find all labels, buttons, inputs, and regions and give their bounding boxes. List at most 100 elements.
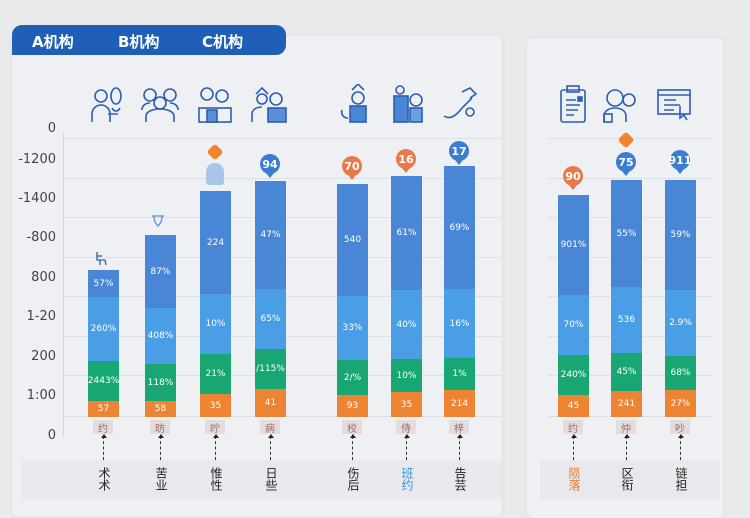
bar-segment-orange: 58 bbox=[145, 401, 176, 417]
bar-segment-mid: 10% bbox=[200, 294, 231, 354]
bar-segment-top: 540 bbox=[337, 184, 368, 296]
y-axis-line bbox=[63, 132, 64, 437]
marker-value: 911 bbox=[668, 153, 692, 167]
bar-segment-top: 901% bbox=[558, 195, 589, 295]
tab-org-c[interactable]: C机构 bbox=[202, 33, 244, 51]
x-label-strip-main bbox=[22, 460, 502, 500]
x-category-label: 术术 bbox=[97, 467, 111, 491]
marker-value: 17 bbox=[451, 144, 467, 158]
bar-segment-mid: 408% bbox=[145, 308, 176, 364]
org-tab-bar: A机构 B机构 C机构 bbox=[12, 25, 286, 55]
stacked-bar[interactable]: 57% 260% 2443% 57 bbox=[88, 270, 119, 417]
gridline bbox=[64, 178, 502, 179]
arrow-up-icon bbox=[101, 434, 107, 460]
arrow-up-icon bbox=[213, 434, 219, 460]
value-marker-pin: 911 bbox=[668, 150, 692, 174]
bar-segment-green: 2443% bbox=[88, 361, 119, 401]
bar-segment-mid: 2.9% bbox=[665, 290, 696, 356]
x-tick-chip: 咛 bbox=[205, 420, 225, 435]
arrow-up-icon bbox=[158, 434, 164, 460]
stacked-bar[interactable]: 69% 16% 1% 214 bbox=[444, 166, 475, 417]
y-tick-label: 0 bbox=[47, 121, 56, 136]
stacked-bar[interactable]: 47% 65%/115% 41 bbox=[255, 181, 286, 417]
shield-icon bbox=[151, 213, 165, 229]
x-category-label: 告芸 bbox=[453, 467, 467, 491]
bar-segment-mid: 16% bbox=[444, 289, 475, 358]
x-category-label: 苦业 bbox=[154, 467, 168, 491]
bar-segment-orange: 35 bbox=[391, 392, 422, 417]
y-tick-label: 1-20 bbox=[26, 309, 56, 324]
bar-segment-green: 45% bbox=[611, 353, 642, 391]
arrow-up-icon bbox=[350, 434, 356, 460]
bar-segment-mid: 536 bbox=[611, 287, 642, 353]
x-tick-chip: 病 bbox=[260, 420, 280, 435]
y-tick-label: 200 bbox=[31, 349, 56, 364]
x-category-label: 伤后 bbox=[346, 467, 360, 491]
x-tick-chip: 校 bbox=[342, 420, 362, 435]
marker-value: 70 bbox=[344, 159, 360, 173]
bar-segment-green: 68% bbox=[665, 356, 696, 390]
person-at-computer-icon bbox=[250, 84, 290, 124]
value-marker-pin: 94 bbox=[260, 154, 280, 178]
x-category-label: 区衔 bbox=[620, 467, 634, 491]
x-tick-chip: 约 bbox=[563, 420, 583, 435]
bar-segment-top: 87% bbox=[145, 235, 176, 308]
stacked-bar[interactable]: 224 10% 21% 35 bbox=[200, 191, 231, 417]
bar-segment-orange: 241 bbox=[611, 391, 642, 417]
doctor-patient-icon bbox=[600, 84, 640, 124]
x-tick-chip: 侍 bbox=[396, 420, 416, 435]
bar-segment-top: 224 bbox=[200, 191, 231, 294]
x-tick-chip: 吵 bbox=[670, 420, 690, 435]
value-marker-pin: 90 bbox=[563, 166, 583, 190]
x-category-label: 惟性 bbox=[209, 467, 223, 491]
tab-org-a[interactable]: A机构 bbox=[32, 33, 74, 51]
y-tick-label: 800 bbox=[31, 270, 56, 285]
x-category-label: 链担 bbox=[674, 467, 688, 491]
bar-segment-orange: 41 bbox=[255, 389, 286, 417]
marker-value: 75 bbox=[618, 155, 634, 169]
stacked-bar[interactable]: 61% 40% 10% 35 bbox=[391, 176, 422, 417]
clipboard-document-icon bbox=[553, 84, 593, 124]
bar-segment-top: 61% bbox=[391, 176, 422, 290]
bar-segment-orange: 45 bbox=[558, 395, 589, 417]
x-label-strip-c bbox=[540, 460, 720, 500]
bar-segment-top: 55% bbox=[611, 180, 642, 287]
arrow-up-icon bbox=[571, 434, 577, 460]
bar-segment-top: 57% bbox=[88, 270, 119, 297]
monitor-touch-icon bbox=[654, 84, 694, 124]
stacked-bar[interactable]: 87% 408% 118% 58 bbox=[145, 235, 176, 417]
bar-segment-green: /115% bbox=[255, 349, 286, 389]
bar-segment-green: 1% bbox=[444, 358, 475, 390]
x-tick-chip: 梓 bbox=[449, 420, 469, 435]
stacked-bar[interactable]: 59% 2.9% 68% 27% bbox=[665, 180, 696, 417]
bar-segment-mid: 70% bbox=[558, 295, 589, 355]
bar-segment-top: 69% bbox=[444, 166, 475, 289]
stacked-bar[interactable]: 540 33% 2/% 93 bbox=[337, 184, 368, 417]
group-of-people-icon bbox=[140, 84, 180, 124]
handshake-icon bbox=[440, 84, 480, 124]
bar-segment-green: 118% bbox=[145, 364, 176, 401]
bar-segment-top: 47% bbox=[255, 181, 286, 289]
stacked-bar[interactable]: 55% 536 45% 241 bbox=[611, 180, 642, 417]
y-tick-label: -1400 bbox=[18, 191, 56, 206]
marker-value: 94 bbox=[262, 157, 278, 171]
gridline bbox=[548, 178, 713, 179]
bar-segment-orange: 214 bbox=[444, 390, 475, 417]
person-head-marker-icon bbox=[206, 163, 224, 185]
arrow-up-icon bbox=[624, 434, 630, 460]
stacked-bar[interactable]: 901% 70% 240% 45 bbox=[558, 195, 589, 417]
bar-segment-orange: 57 bbox=[88, 401, 119, 417]
x-category-label: 日些 bbox=[264, 467, 278, 491]
bar-segment-orange: 35 bbox=[200, 394, 231, 417]
x-tick-chip: 昉 bbox=[150, 420, 170, 435]
value-marker-pin: 16 bbox=[396, 149, 416, 173]
bar-segment-orange: 27% bbox=[665, 390, 696, 417]
arrow-up-icon bbox=[457, 434, 463, 460]
bar-segment-green: 10% bbox=[391, 359, 422, 392]
bar-segment-mid: 260% bbox=[88, 297, 119, 361]
marker-value: 90 bbox=[565, 169, 581, 183]
arrow-up-icon bbox=[678, 434, 684, 460]
tab-org-b[interactable]: B机构 bbox=[118, 33, 160, 51]
bar-segment-green: 2/% bbox=[337, 360, 368, 395]
y-tick-label: 0 bbox=[47, 428, 56, 443]
